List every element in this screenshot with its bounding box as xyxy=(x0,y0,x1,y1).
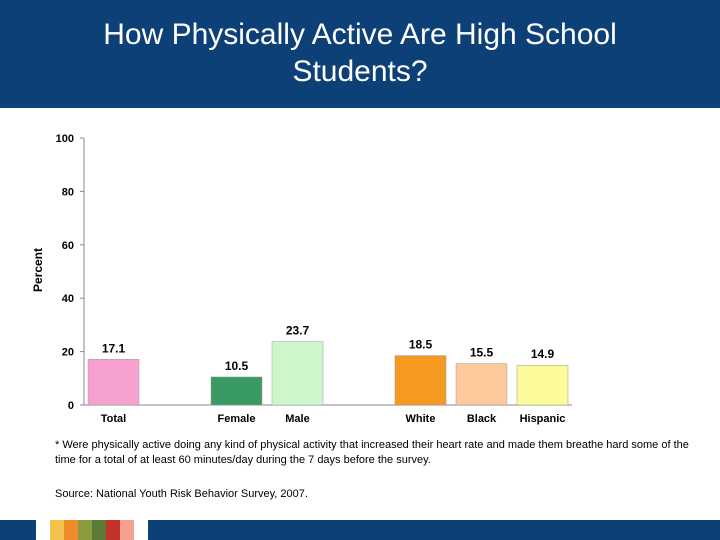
bar xyxy=(516,364,569,406)
bar-value-label: 23.7 xyxy=(286,324,310,338)
bar xyxy=(210,376,263,406)
footer-bar xyxy=(0,520,720,540)
x-tick-label: Female xyxy=(218,413,256,425)
footer-swatch xyxy=(92,520,106,540)
bar xyxy=(87,359,140,406)
footnote: * Were physically active doing any kind … xyxy=(55,439,689,466)
footer-swatch xyxy=(64,520,78,540)
title-line-1: How Physically Active Are High School xyxy=(103,18,617,51)
header-banner: How Physically Active Are High School St… xyxy=(0,0,720,108)
bar-value-label: 14.9 xyxy=(531,347,555,361)
source-note: Source: National Youth Risk Behavior Sur… xyxy=(55,488,308,500)
page-title: How Physically Active Are High School St… xyxy=(0,16,720,90)
y-tick-label: 80 xyxy=(62,186,74,198)
bars: 17.1 Total 10.5 Female 23.7 Male 18.5 White 15.5… xyxy=(87,324,569,425)
bar-value-label: 15.5 xyxy=(470,346,494,360)
footer-swatch xyxy=(106,520,120,540)
footer-swatch xyxy=(134,520,148,540)
y-tick-label: 60 xyxy=(62,240,74,252)
footer-swatch xyxy=(36,520,50,540)
x-tick-label: Black xyxy=(467,413,497,425)
bar-chart: Percent 0 20 40 60 80 100 17.1 Total 10.5 Female… xyxy=(31,133,572,425)
bar-value-label: 18.5 xyxy=(409,338,433,352)
y-tick-label: 0 xyxy=(68,400,74,412)
y-axis-label: Percent xyxy=(31,248,45,292)
bar xyxy=(394,355,447,406)
bar xyxy=(455,363,508,406)
x-tick-label: Hispanic xyxy=(520,413,566,425)
bar-value-label: 17.1 xyxy=(102,341,126,355)
y-tick-label: 40 xyxy=(62,293,74,305)
bar xyxy=(271,341,324,406)
y-axis: 0 20 40 60 80 100 xyxy=(56,133,572,412)
x-tick-label: Male xyxy=(285,413,309,425)
x-tick-label: Total xyxy=(101,413,126,425)
footer-swatch xyxy=(50,520,64,540)
y-tick-label: 20 xyxy=(62,347,74,359)
footer-swatch xyxy=(78,520,92,540)
footer-swatch xyxy=(120,520,134,540)
x-tick-label: White xyxy=(406,413,436,425)
title-line-2: Students? xyxy=(292,55,428,88)
bar-value-label: 10.5 xyxy=(225,359,249,373)
y-tick-label: 100 xyxy=(56,133,74,145)
